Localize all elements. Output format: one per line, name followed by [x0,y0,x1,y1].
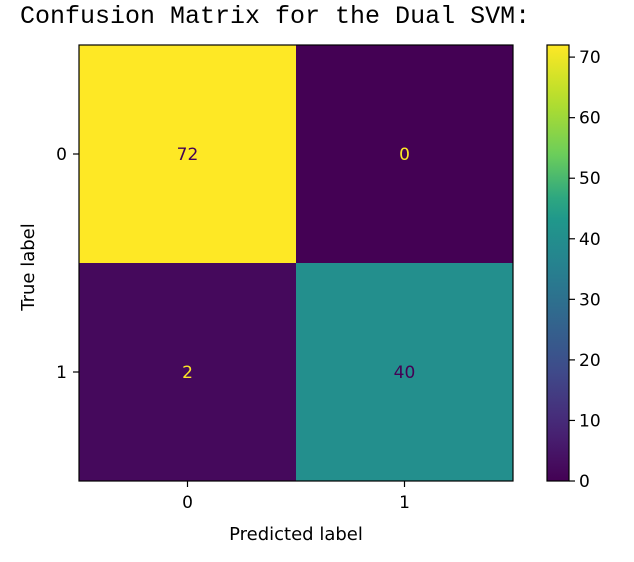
colorbar-tick-label: 20 [579,351,601,371]
x-axis-label: Predicted label [229,524,363,545]
colorbar-tick-label: 30 [579,290,601,310]
heatmap-cell-1-1 [296,263,513,481]
cell-value-label-0-0: 72 [177,145,199,165]
y-tick-label: 1 [56,363,67,383]
cell-value-label-1-0: 2 [182,363,193,383]
y-axis-ticks: 01 [56,145,79,383]
heatmap-cells: 72 0 2 40 [79,45,513,481]
x-tick-label: 1 [399,493,410,513]
y-tick-label: 0 [56,145,67,165]
heatmap-cell-1-0 [79,263,296,481]
colorbar-tick-label: 10 [579,411,601,431]
cell-value-label-0-1: 0 [399,145,410,165]
colorbar-tick-label: 40 [579,230,601,250]
x-tick-label: 0 [182,493,193,513]
cell-value-label-1-1: 40 [394,363,416,383]
colorbar-ticks: 0 10 20 30 40 50 60 70 [569,48,601,492]
colorbar-tick-label: 0 [579,472,590,492]
page-title: Confusion Matrix for the Dual SVM: [20,2,531,31]
colorbar-tick-label: 70 [579,48,601,68]
colorbar-tick-label: 50 [579,169,601,189]
y-axis-label: True label [18,223,39,312]
colorbar-tick-label: 60 [579,109,601,129]
colorbar-frame [546,44,570,482]
heatmap-cell-0-1 [296,45,513,263]
heatmap-cell-0-0 [79,45,296,263]
colorbar [547,45,569,481]
plot-frame [78,44,514,482]
